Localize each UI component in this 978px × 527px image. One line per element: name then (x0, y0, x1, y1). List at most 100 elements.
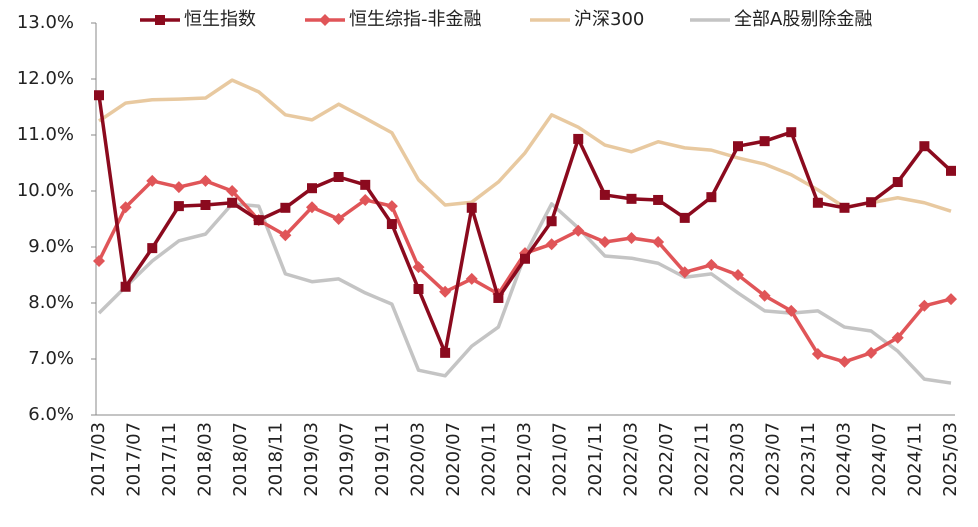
marker (546, 216, 557, 227)
marker (279, 229, 292, 242)
x-tick-label: 2020/03 (408, 422, 429, 497)
x-tick-label: 2023/11 (798, 422, 819, 497)
y-tick-label: 8.0% (28, 292, 74, 313)
x-tick-label: 2020/11 (479, 422, 500, 497)
legend-label: 全部A股剔除金融 (734, 9, 872, 30)
marker (625, 232, 638, 245)
marker (465, 272, 478, 285)
marker (891, 331, 904, 344)
marker (573, 133, 584, 144)
marker (679, 212, 690, 223)
marker (172, 181, 185, 194)
x-tick-label: 2021/07 (550, 422, 571, 497)
marker (147, 243, 158, 254)
y-tick-label: 11.0% (17, 124, 74, 145)
marker (572, 224, 585, 237)
marker (93, 255, 105, 267)
marker (599, 189, 610, 200)
legend-marker (319, 14, 331, 26)
marker (307, 183, 317, 194)
x-tick-label: 2021/03 (514, 422, 535, 497)
marker (652, 235, 665, 248)
marker (520, 253, 530, 264)
marker (786, 127, 797, 138)
marker (946, 165, 956, 176)
x-tick-label: 2019/11 (372, 422, 393, 497)
marker (759, 136, 770, 147)
x-tick-label: 2019/07 (337, 422, 358, 497)
marker (120, 281, 131, 292)
marker (706, 192, 717, 203)
y-tick-label: 7.0% (28, 348, 74, 369)
marker (94, 90, 104, 101)
marker (811, 347, 824, 360)
marker (812, 197, 823, 208)
x-tick-label: 2021/11 (585, 422, 606, 497)
x-tick-label: 2022/07 (656, 422, 677, 497)
marker (678, 266, 691, 279)
marker (866, 197, 877, 208)
marker (865, 346, 878, 359)
marker (653, 194, 664, 205)
marker (945, 293, 957, 306)
marker (173, 201, 184, 212)
marker (545, 238, 558, 251)
marker (839, 202, 850, 213)
y-tick-label: 13.0% (17, 12, 74, 33)
x-tick-label: 2023/03 (727, 422, 748, 497)
legend-label: 沪深300 (574, 9, 644, 30)
marker (412, 261, 425, 274)
y-tick-label: 9.0% (28, 236, 74, 257)
marker (386, 219, 397, 230)
marker (119, 201, 132, 214)
marker (733, 141, 743, 152)
marker (785, 304, 798, 317)
marker (440, 347, 451, 358)
marker (919, 141, 930, 152)
x-tick-label: 2018/03 (195, 422, 216, 497)
marker (200, 200, 211, 210)
marker (838, 355, 851, 368)
legend-marker (155, 15, 165, 25)
x-tick-label: 2017/03 (88, 422, 109, 497)
x-tick-label: 2023/07 (763, 422, 784, 497)
x-tick-label: 2024/11 (905, 422, 926, 497)
x-tick-label: 2024/03 (834, 422, 855, 497)
marker (385, 200, 398, 213)
marker (226, 185, 239, 197)
x-tick-label: 2019/03 (301, 422, 322, 497)
marker (280, 202, 291, 213)
marker (253, 215, 264, 226)
x-tick-label: 2024/07 (869, 422, 890, 497)
marker (227, 197, 238, 208)
x-tick-label: 2018/11 (266, 422, 287, 497)
marker (360, 179, 371, 190)
marker (306, 201, 318, 214)
marker (626, 193, 637, 204)
x-tick-label: 2022/11 (692, 422, 713, 497)
marker (918, 299, 931, 312)
marker (333, 172, 344, 182)
y-tick-label: 10.0% (17, 180, 74, 201)
marker (413, 284, 424, 294)
marker (892, 177, 903, 188)
x-tick-label: 2018/07 (230, 422, 251, 497)
y-tick-label: 12.0% (17, 68, 74, 89)
marker (493, 292, 504, 303)
x-tick-label: 2020/07 (443, 422, 464, 497)
x-tick-label: 2017/07 (124, 422, 145, 497)
x-tick-label: 2017/11 (159, 422, 180, 497)
y-tick-label: 6.0% (28, 404, 74, 425)
marker (359, 193, 372, 206)
marker (199, 174, 212, 187)
marker (758, 289, 771, 302)
x-tick-label: 2025/03 (940, 422, 961, 497)
marker (705, 258, 718, 271)
marker (598, 235, 611, 248)
legend-label: 恒生指数 (184, 9, 256, 30)
series-line (98, 78, 952, 213)
marker (146, 174, 159, 187)
marker (466, 202, 477, 213)
marker (732, 269, 744, 281)
